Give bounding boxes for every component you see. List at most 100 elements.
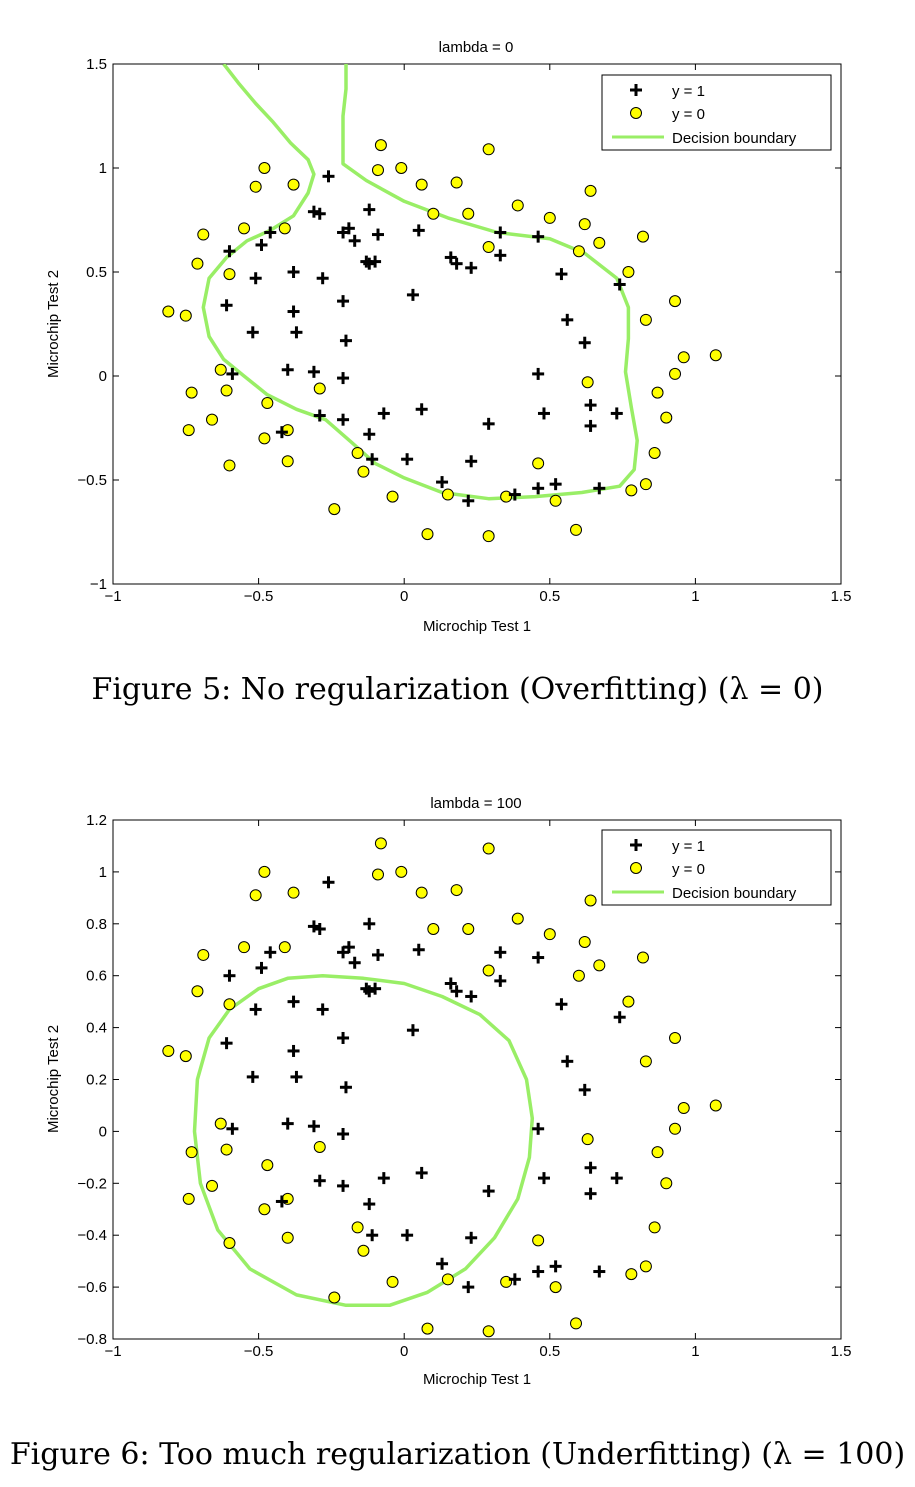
data-point-y1: [412, 224, 425, 237]
data-point-y1: [366, 1229, 379, 1242]
data-point-y0: [427, 922, 440, 935]
data-point-y0: [351, 446, 364, 459]
data-point-y0: [162, 305, 175, 318]
data-point-y1: [337, 413, 350, 426]
data-point-y1: [287, 305, 300, 318]
data-point-y0: [581, 1133, 594, 1146]
y-tick-label: 0: [99, 1123, 107, 1140]
data-point-y0: [415, 178, 428, 191]
data-point-y0: [482, 530, 495, 543]
data-point-y0: [532, 457, 545, 470]
legend-label-y0: y = 0: [672, 106, 705, 123]
data-point-y1: [584, 399, 597, 412]
data-point-y0: [281, 455, 294, 468]
data-point-y1: [316, 272, 329, 285]
data-point-y1: [549, 1260, 562, 1273]
data-point-y0: [578, 935, 591, 948]
data-point-y0: [709, 1099, 722, 1112]
data-point-y1: [401, 453, 414, 466]
data-point-y1: [337, 1179, 350, 1192]
data-point-y0: [261, 397, 274, 410]
y-tick-label: 0.4: [86, 1020, 107, 1037]
data-point-y0: [584, 894, 597, 907]
data-point-y1: [348, 956, 361, 969]
data-point-y0: [313, 1140, 326, 1153]
x-tick-label: −0.5: [244, 588, 274, 605]
data-point-y0: [191, 257, 204, 270]
data-point-y0: [462, 922, 475, 935]
data-point-y1: [537, 1172, 550, 1185]
data-point-y1: [532, 1265, 545, 1278]
x-tick-label: 1.5: [831, 588, 852, 605]
data-point-y1: [363, 428, 376, 441]
data-point-y1: [482, 1185, 495, 1198]
data-point-y0: [549, 1281, 562, 1294]
data-point-y1: [532, 482, 545, 495]
data-point-y1: [342, 941, 355, 954]
data-point-y1: [462, 494, 475, 507]
data-point-y0: [482, 241, 495, 254]
data-point-y1: [246, 326, 259, 339]
decision-boundary: [192, 973, 535, 1308]
x-tick-label: 0: [400, 588, 408, 605]
data-point-y0: [593, 959, 606, 972]
data-point-y0: [584, 184, 597, 197]
data-point-y1: [369, 982, 382, 995]
data-point-y1: [436, 1257, 449, 1270]
data-point-y1: [494, 226, 507, 239]
y-tick-label: 0.2: [86, 1072, 107, 1089]
data-point-y1: [465, 990, 478, 1003]
data-point-y1: [290, 1070, 303, 1083]
data-point-y0: [593, 236, 606, 249]
data-point-y0: [206, 413, 219, 426]
data-point-y1: [532, 1122, 545, 1135]
data-point-y0: [441, 1273, 454, 1286]
y-tick-label: −0.4: [77, 1227, 107, 1244]
data-point-y1: [532, 951, 545, 964]
data-point-y0: [287, 178, 300, 191]
data-point-y0: [482, 1325, 495, 1338]
data-point-y0: [278, 941, 291, 954]
data-point-y1: [249, 1003, 262, 1016]
legend-plus-icon: [630, 84, 642, 96]
data-point-y0: [648, 1221, 661, 1234]
data-point-y0: [328, 503, 341, 516]
data-point-y0: [238, 941, 251, 954]
x-axis-label: Microchip Test 1: [423, 618, 531, 635]
data-point-y0: [482, 842, 495, 855]
data-point-y0: [351, 1221, 364, 1234]
data-point-y1: [494, 974, 507, 987]
data-point-y1: [584, 1161, 597, 1174]
data-point-y1: [287, 1044, 300, 1057]
data-point-y1: [377, 1172, 390, 1185]
data-point-y0: [511, 912, 524, 925]
data-point-y0: [214, 1117, 227, 1130]
positive-points: [220, 876, 626, 1294]
data-point-y1: [450, 257, 463, 270]
data-point-y1: [593, 1265, 606, 1278]
data-point-y1: [444, 251, 457, 264]
data-point-y0: [197, 228, 210, 241]
data-point-y0: [249, 889, 262, 902]
data-point-y0: [669, 1031, 682, 1044]
data-point-y1: [290, 326, 303, 339]
x-tick-label: 0: [400, 1343, 408, 1360]
y-tick-label: −0.5: [77, 472, 107, 489]
y-tick-label: 0: [99, 368, 107, 385]
positive-points: [220, 170, 626, 507]
data-point-y1: [406, 1024, 419, 1037]
data-point-y1: [549, 478, 562, 491]
data-point-y1: [226, 367, 239, 380]
data-point-y0: [636, 230, 649, 243]
data-point-y1: [462, 1281, 475, 1294]
chart-title: lambda = 100: [430, 795, 521, 812]
data-point-y1: [561, 1055, 574, 1068]
data-point-y0: [639, 313, 652, 326]
axis-ticks: −1 −0.5 0 0.5 1 1.5 −0.8 −0.6 −0.4 −0.2 0 0.2 0.4 0.6…: [77, 812, 851, 1360]
data-point-y0: [625, 484, 638, 497]
data-point-y0: [651, 386, 664, 399]
legend-label-y1: y = 1: [672, 83, 705, 100]
data-point-y1: [287, 995, 300, 1008]
data-point-y1: [450, 985, 463, 998]
data-point-y0: [191, 985, 204, 998]
